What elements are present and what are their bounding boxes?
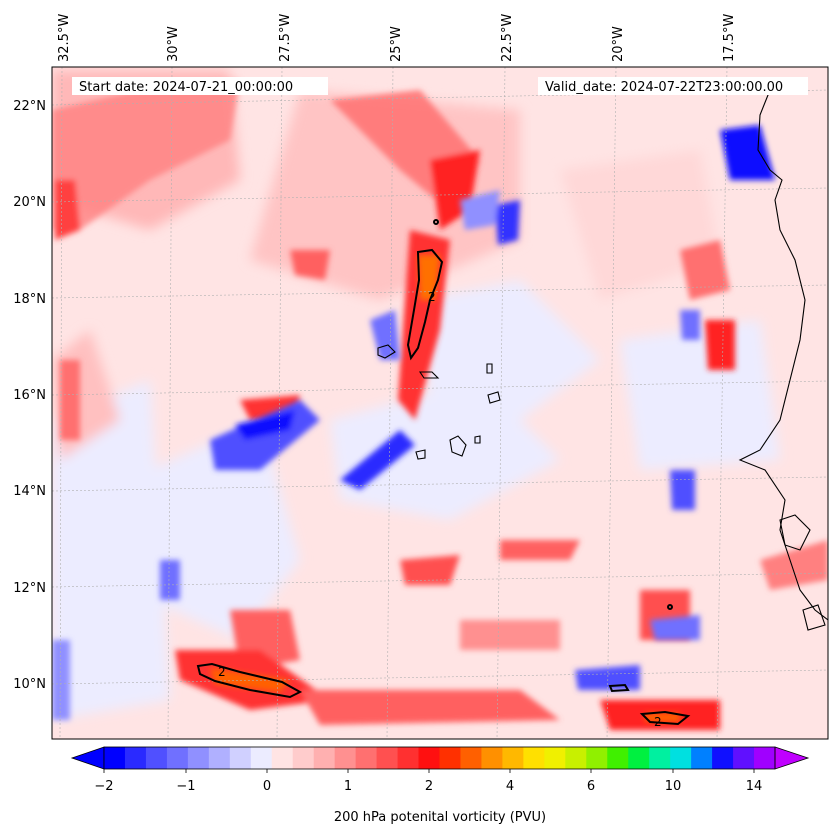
colorbar-tick-label: 0 bbox=[263, 779, 271, 794]
pv-contours bbox=[196, 219, 691, 726]
longitude-labels: 32.5°W 30°W 27.5°W 25°W 22.5°W 20°W 17.5… bbox=[57, 14, 737, 62]
colorbar-cell bbox=[439, 747, 461, 769]
colorbar-cell bbox=[250, 747, 273, 769]
valid-date-label: Valid_date: 2024-07-22T23:00:00.00 bbox=[545, 80, 783, 95]
colorbar-cell bbox=[565, 747, 587, 769]
colorbar-cell bbox=[460, 747, 482, 769]
colorbar-cell bbox=[523, 747, 545, 769]
colorbar-tick-label: 4 bbox=[506, 779, 514, 794]
contour-label: 2 bbox=[654, 715, 662, 729]
lon-label: 22.5°W bbox=[500, 14, 515, 62]
contour-small-1 bbox=[608, 683, 630, 693]
pv-field-blue bbox=[52, 125, 775, 720]
lon-label: 32.5°W bbox=[57, 14, 72, 62]
colorbar-cell bbox=[124, 747, 147, 769]
colorbar-cell bbox=[208, 747, 231, 769]
colorbar-cell bbox=[691, 747, 713, 769]
island-sal bbox=[486, 363, 493, 374]
colorbar-cell bbox=[418, 747, 440, 769]
colorbar-cell bbox=[628, 747, 650, 769]
lat-label: 20°N bbox=[13, 195, 46, 210]
african-coastline bbox=[738, 89, 828, 621]
colorbar-cell bbox=[229, 747, 252, 769]
start-date-box bbox=[72, 77, 328, 95]
lon-label: 25°W bbox=[389, 26, 404, 62]
colorbar-cell bbox=[376, 747, 399, 769]
colorbar-cell bbox=[145, 747, 168, 769]
coast-gambia bbox=[779, 514, 811, 551]
colorbar-cell bbox=[712, 747, 734, 769]
lat-label: 16°N bbox=[13, 388, 46, 403]
colorbar-cell bbox=[271, 747, 294, 769]
colorbar-cell bbox=[733, 747, 755, 769]
valid-date-box bbox=[538, 77, 808, 95]
lat-label: 10°N bbox=[13, 677, 46, 692]
colorbar-cell bbox=[166, 747, 189, 769]
colorbar-cell bbox=[481, 747, 503, 769]
colorbar-cells bbox=[104, 747, 776, 769]
colorbar-cell bbox=[313, 747, 336, 769]
colorbar-tick-label: 1 bbox=[344, 779, 352, 794]
island-boa-vista bbox=[487, 391, 501, 404]
colorbar-high-extend bbox=[774, 746, 810, 770]
island-maio bbox=[474, 435, 481, 444]
colorbar-low-extend bbox=[70, 746, 105, 770]
lon-label: 27.5°W bbox=[278, 14, 293, 62]
island-santo-antao bbox=[377, 344, 396, 359]
lat-label: 14°N bbox=[13, 484, 46, 499]
colorbar-cell bbox=[670, 747, 692, 769]
colorbar-cell bbox=[334, 747, 357, 769]
island-fogo bbox=[415, 449, 426, 460]
colorbar-cell bbox=[649, 747, 671, 769]
colorbar-frame bbox=[103, 746, 776, 770]
map-panel[interactable]: 2 2 2 Start date: 2024-07-21_00:00:00 Va… bbox=[52, 67, 828, 739]
map-frame bbox=[51, 66, 829, 740]
start-date-label: Start date: 2024-07-21_00:00:00 bbox=[79, 80, 293, 95]
lon-label: 17.5°W bbox=[722, 14, 737, 62]
colorbar-tick-label: −2 bbox=[94, 779, 113, 794]
colorbar-tick-label: 2 bbox=[425, 779, 433, 794]
lat-label: 12°N bbox=[13, 581, 46, 596]
colorbar-tick-label: 6 bbox=[587, 779, 595, 794]
gridlines bbox=[52, 67, 828, 739]
contour-southeast bbox=[639, 710, 691, 726]
colorbar-cell bbox=[544, 747, 566, 769]
contour-cape-verde-north bbox=[406, 248, 444, 361]
colorbar-cell bbox=[187, 747, 210, 769]
colorbar-ticks bbox=[103, 769, 755, 773]
colorbar-cell bbox=[586, 747, 608, 769]
lon-label: 30°W bbox=[166, 26, 181, 62]
island-santiago bbox=[449, 435, 467, 457]
colorbar-tick-label: 14 bbox=[746, 779, 763, 794]
lat-label: 18°N bbox=[13, 292, 46, 307]
colorbar-cell bbox=[607, 747, 629, 769]
colorbar-tick-label: −1 bbox=[176, 779, 195, 794]
lon-label: 20°W bbox=[611, 26, 626, 62]
colorbar-cell bbox=[397, 747, 420, 769]
colorbar-cell bbox=[292, 747, 315, 769]
contour-label: 2 bbox=[218, 665, 226, 679]
lat-label: 22°N bbox=[13, 99, 46, 114]
colorbar-cell bbox=[104, 747, 126, 769]
contour-southwest bbox=[196, 662, 303, 699]
coast-bijagos bbox=[802, 604, 826, 631]
colorbar: −2 −1 0 1 2 4 6 10 14 200 hPa potenital … bbox=[70, 746, 810, 825]
contour-small-2 bbox=[667, 604, 673, 610]
island-sao-nicolau bbox=[418, 371, 440, 379]
colorbar-title: 200 hPa potenital vorticity (PVU) bbox=[334, 810, 546, 825]
latitude-labels: 22°N 20°N 18°N 16°N 14°N 12°N 10°N bbox=[13, 99, 46, 692]
contour-label: 2 bbox=[428, 290, 436, 304]
colorbar-tick-label: 10 bbox=[665, 779, 682, 794]
coastlines bbox=[377, 89, 828, 631]
colorbar-cell bbox=[355, 747, 378, 769]
contour-small-3 bbox=[433, 219, 439, 225]
colorbar-cell bbox=[754, 747, 776, 769]
colorbar-cell bbox=[502, 747, 524, 769]
